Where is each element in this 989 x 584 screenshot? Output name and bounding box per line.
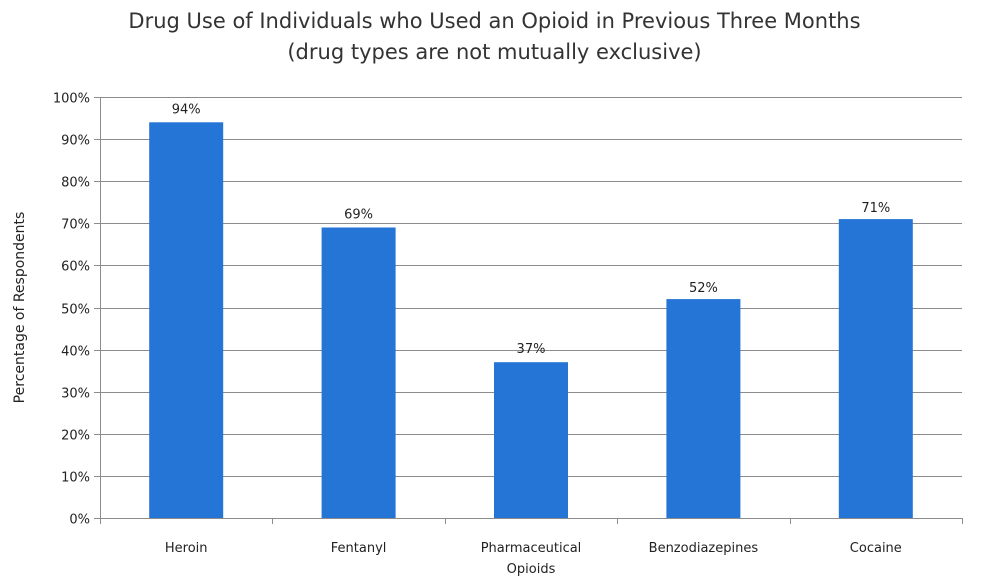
- chart-title: Drug Use of Individuals who Used an Opio…: [0, 6, 989, 68]
- y-axis-label: Percentage of Respondents: [12, 212, 28, 404]
- bar: [149, 122, 224, 519]
- x-tick-label: Opioids: [507, 562, 556, 577]
- y-tick-label: 10%: [61, 471, 90, 486]
- bar: [666, 299, 741, 518]
- y-tick-label: 70%: [61, 218, 90, 233]
- y-tick-label: 20%: [61, 429, 90, 444]
- bar: [321, 227, 396, 518]
- chart-title-line-2: (drug types are not mutually exclusive): [287, 40, 702, 64]
- y-tick-label: 60%: [61, 260, 90, 275]
- x-tick-label: Benzodiazepines: [649, 541, 759, 556]
- y-tick-label: 30%: [61, 387, 90, 402]
- y-tick-label: 0%: [69, 513, 90, 528]
- data-label: 52%: [689, 281, 718, 296]
- y-tick-label: 50%: [61, 303, 90, 318]
- bar: [494, 362, 568, 518]
- data-label: 94%: [172, 102, 201, 117]
- bar: [838, 219, 913, 518]
- bars: [149, 122, 913, 519]
- gridlines: [100, 97, 962, 519]
- x-tick-label: Fentanyl: [331, 541, 387, 556]
- y-tick-label: 80%: [61, 176, 90, 191]
- data-label: 71%: [861, 201, 890, 216]
- data-label: 37%: [517, 342, 546, 357]
- x-tick-label: Heroin: [165, 541, 208, 556]
- chart-title-line-1: Drug Use of Individuals who Used an Opio…: [128, 9, 861, 33]
- x-tick-label: Cocaine: [850, 541, 902, 556]
- data-label: 69%: [344, 208, 373, 223]
- data-labels: 94% 69% 37% 52% 71%: [172, 102, 891, 357]
- axes: 0% 10% 20% 30% 40% 50% 60% 70% 80% 90% 100% Heroin F…: [53, 92, 963, 577]
- y-tick-label: 90%: [61, 134, 90, 149]
- y-tick-label: 100%: [53, 92, 90, 107]
- x-tick-label: Pharmaceutical: [481, 541, 582, 556]
- y-tick-label: 40%: [61, 345, 90, 360]
